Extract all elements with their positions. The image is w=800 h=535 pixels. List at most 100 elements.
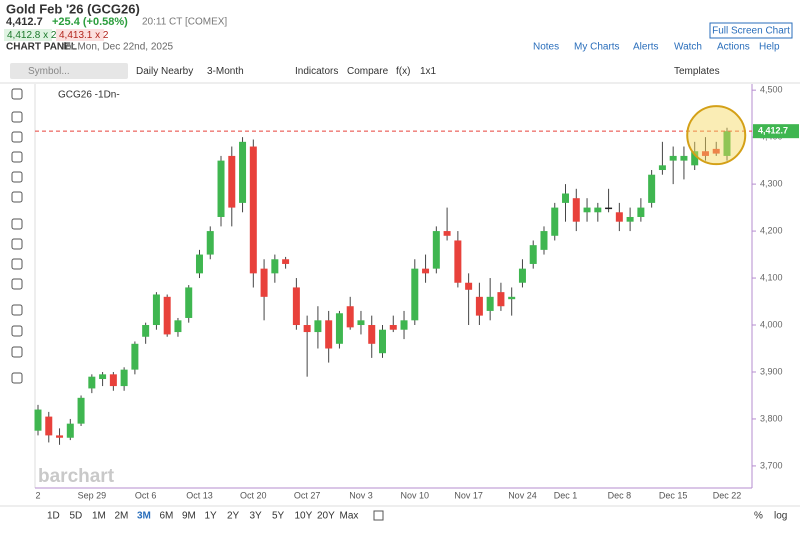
tool-icon[interactable] [11,131,23,143]
y-tick-label: 3,800 [760,413,783,423]
ask: 4,413.1 x 2 [59,30,109,41]
symbol-search[interactable] [10,63,128,79]
candle-body [34,409,42,431]
candle-body [195,254,203,274]
x-tick-label: Dec 1 [554,490,578,500]
candle-body [658,165,666,171]
range-button[interactable]: 1Y [205,511,218,522]
range-button[interactable]: 1D [47,511,60,522]
header-link[interactable]: Alerts [633,42,659,53]
candle-body [142,325,150,337]
tool-icon[interactable] [11,171,23,183]
range-button[interactable]: 6M [160,511,174,522]
candle-body [379,329,386,354]
tool-icon[interactable] [11,304,23,316]
last-price-tag [753,124,799,139]
candle-body [583,207,591,213]
tool-icon[interactable] [11,238,23,250]
header-link[interactable]: Actions [717,42,750,53]
candle-body [712,148,720,154]
range-button[interactable]: 5Y [272,511,285,522]
fullscreen-text[interactable]: Full Screen Chart [712,26,790,37]
candle-body [551,207,559,236]
candle-body [249,146,257,274]
tool-icon[interactable] [11,372,23,384]
candle-body [680,155,688,161]
highlight [686,105,747,166]
tool-icon[interactable] [11,218,23,230]
candle-body [518,268,526,283]
tool-icon[interactable] [11,278,23,290]
x-tick-label: Dec 15 [659,490,688,500]
range-button[interactable]: 9M [182,511,196,522]
range-button[interactable]: Max [340,511,359,522]
x-tick-label: Oct 6 [135,490,157,500]
candle-body [174,320,182,333]
tool-icon[interactable] [11,88,23,100]
toolbar-item[interactable]: 1x1 [420,66,437,77]
calendar-icon[interactable] [373,510,384,521]
header-link[interactable]: Watch [674,42,702,53]
candle-body [303,325,311,333]
x-tick-label: Oct 13 [186,490,213,500]
candle-body [206,231,214,255]
fullscreen-button[interactable] [709,22,793,39]
toolbar-item[interactable]: 3-Month [207,66,244,77]
candle-body [508,296,516,300]
toolbar-item[interactable]: Indicators [295,66,338,77]
header-link[interactable]: Help [759,42,780,53]
candle-body [497,292,505,307]
candle-body [443,231,451,236]
change: +25.4 (+0.58%) [52,16,128,28]
range-button[interactable]: 2Y [227,511,240,522]
candle-body [701,151,709,156]
range-button[interactable]: 3Y [250,511,263,522]
candle-body [185,287,193,318]
legend: GCG26 -1Dn- [58,90,120,101]
candle-body [723,131,731,156]
toolbar-item[interactable]: Compare [347,66,389,77]
scale-toggle[interactable]: % [754,511,763,522]
scale-toggle[interactable]: log [774,511,787,522]
candle-body [292,287,300,326]
range-button[interactable]: 2M [115,511,129,522]
header-link[interactable]: Notes [533,42,559,53]
y-tick-label: 4,100 [760,272,783,282]
x-tick-label: Nov 3 [349,490,373,500]
range-button[interactable]: 3M [137,511,151,522]
candle-body [605,207,613,210]
toolbar-item[interactable]: f(x) [396,66,410,77]
y-tick-label: 3,900 [760,366,783,376]
candle-body [314,320,322,333]
candle-body [648,174,656,203]
candle-body [99,374,107,380]
x-tick-label: Sep 29 [78,490,107,500]
candle-body [422,268,430,274]
symbol-placeholder[interactable]: Symbol... [28,66,70,77]
last-price-label: 4,412.7 [758,126,788,136]
range-button[interactable]: 1M [92,511,106,522]
header-link[interactable]: My Charts [574,42,620,53]
toolbar-item[interactable]: Daily Nearby [136,66,193,77]
range-button[interactable]: 10Y [295,511,313,522]
range-button[interactable]: 20Y [317,511,335,522]
tool-icon[interactable] [11,151,23,163]
tool-icon[interactable] [11,325,23,337]
candle-body [77,397,85,424]
tool-icon[interactable] [11,346,23,358]
candle-body [239,141,247,203]
x-tick-label: Nov 10 [401,490,430,500]
last-price: 4,412.7 [6,16,43,28]
candle-body [335,313,343,344]
candle-body [152,294,160,326]
templates[interactable]: Templates [674,66,720,77]
candle-body [163,296,171,335]
tool-icon[interactable] [11,191,23,203]
tool-icon[interactable] [11,258,23,270]
candle-body [669,155,677,161]
range-button[interactable]: 5D [70,511,83,522]
candle-body [562,193,570,203]
time: 20:11 CT [COMEX] [142,17,227,28]
tool-icon[interactable] [11,111,23,123]
watermark: barchart [38,466,115,487]
